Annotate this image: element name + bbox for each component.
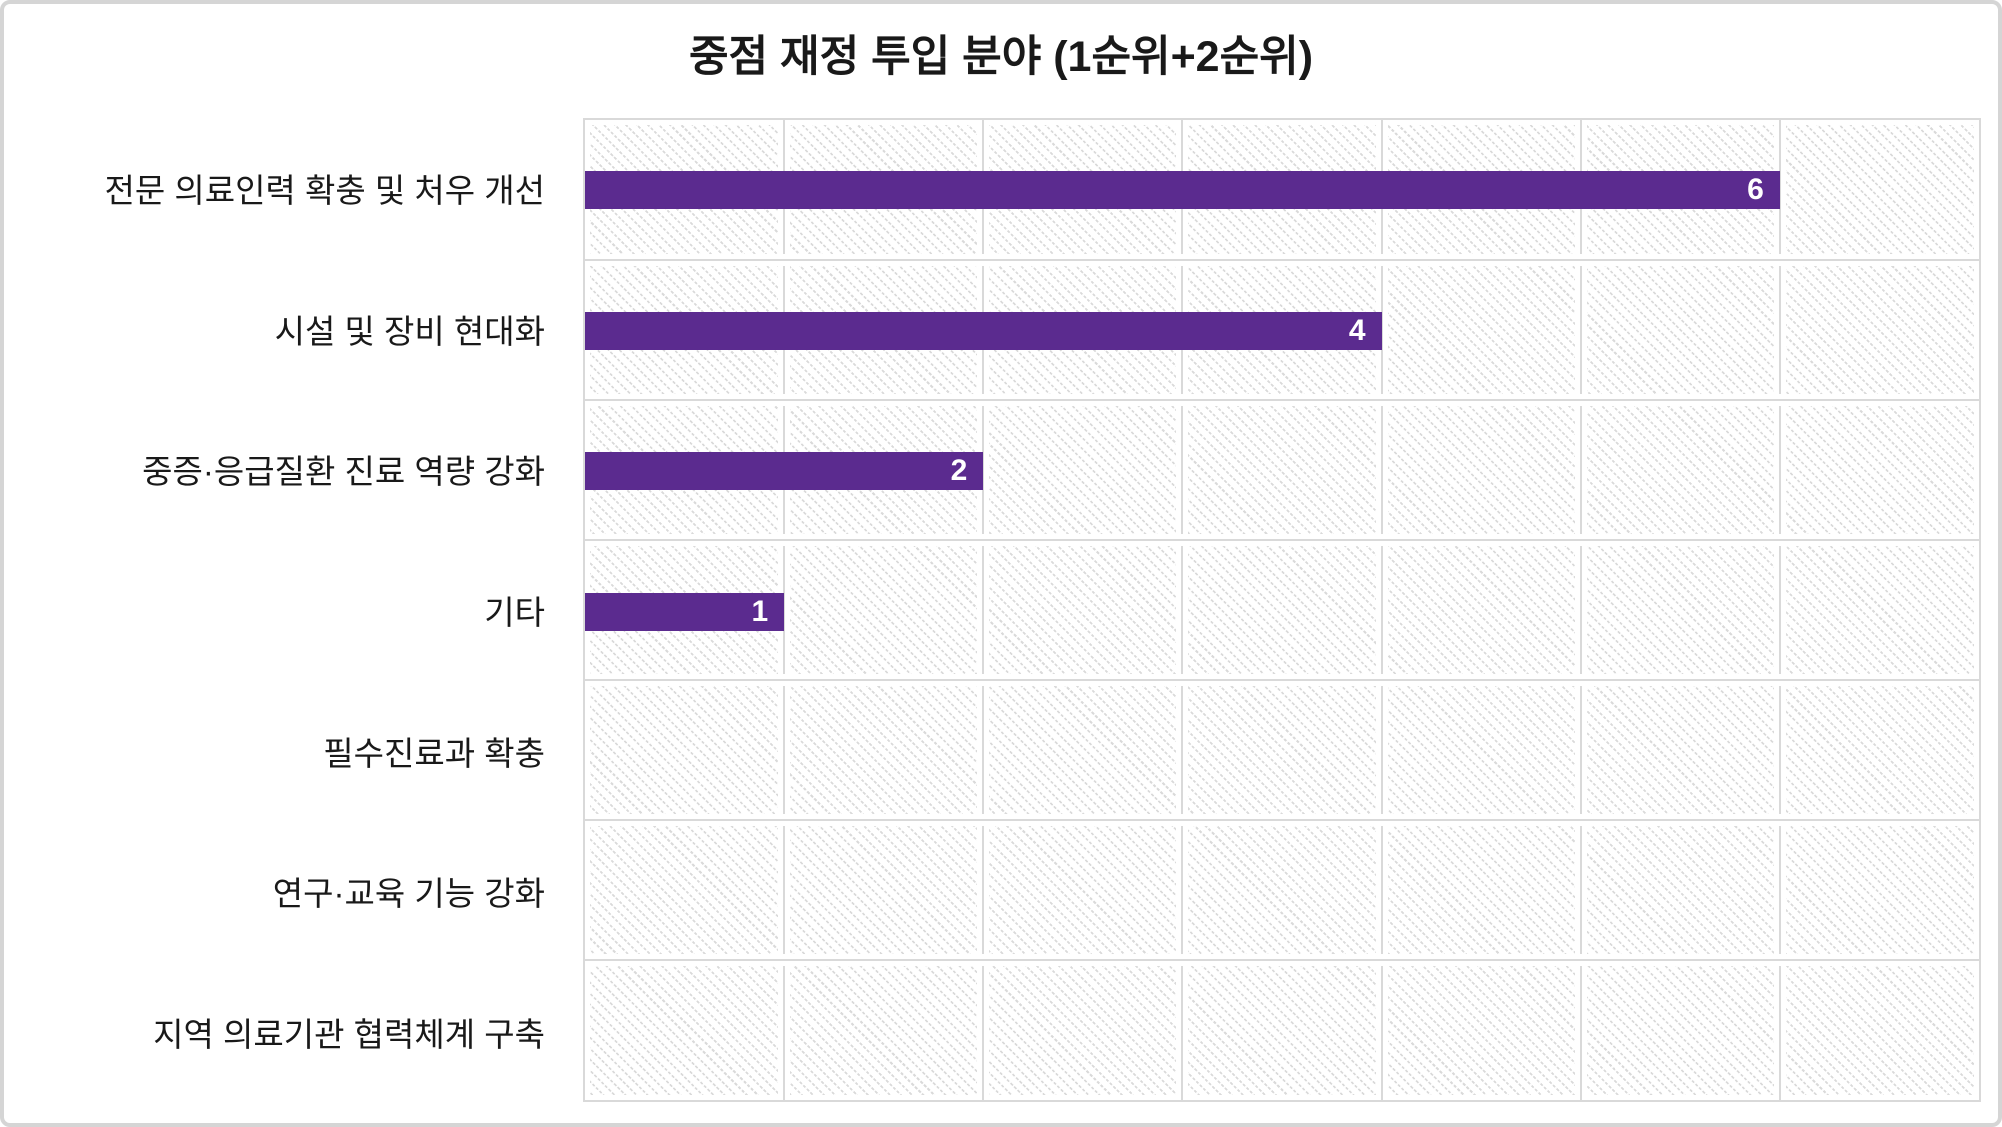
bar: 4	[585, 311, 1382, 350]
bar: 2	[585, 452, 984, 491]
grid-row: 2	[585, 401, 1979, 542]
category-label: 시설 및 장비 현대화	[274, 312, 545, 350]
category-label: 필수진료과 확충	[323, 734, 545, 772]
vertical-gridline	[778, 120, 791, 1100]
category-label: 연구·교육 기능 강화	[272, 875, 545, 913]
horizontal-gridline	[585, 534, 1979, 546]
chart-title: 중점 재정 투입 분야 (1순위+2순위)	[688, 33, 1314, 81]
bar: 1	[585, 592, 785, 631]
bar-value-label: 6	[1747, 173, 1764, 206]
grid-row: 4	[585, 261, 1979, 402]
horizontal-gridline	[585, 954, 1979, 966]
category-label: 중증·응급질환 진료 역량 강화	[142, 453, 545, 491]
grid-row: 1	[585, 542, 1979, 683]
vertical-gridline	[1375, 120, 1388, 1100]
bar-value-label: 1	[751, 594, 769, 628]
plot-area: 6 4 2 1	[583, 118, 1981, 1102]
category-label: 전문 의료인력 확충 및 처우 개선	[104, 172, 545, 210]
grid-row	[585, 682, 1979, 823]
vertical-gridline	[1176, 120, 1189, 1100]
vertical-gridline	[1773, 120, 1786, 1100]
bar-value-label: 2	[950, 454, 968, 488]
bar: 6	[585, 171, 1780, 209]
vertical-gridline	[977, 120, 990, 1100]
horizontal-gridline	[585, 394, 1979, 406]
grid-row: 6	[585, 120, 1979, 261]
grid-row	[585, 963, 1979, 1104]
category-label: 기타	[484, 593, 545, 631]
category-label: 지역 의료기관 협력체계 구축	[153, 1015, 545, 1053]
horizontal-gridline	[585, 814, 1979, 826]
horizontal-gridline	[585, 254, 1979, 266]
bar-value-label: 4	[1348, 313, 1366, 347]
horizontal-gridline	[585, 674, 1979, 686]
grid-row	[585, 823, 1979, 964]
vertical-gridline	[1574, 120, 1587, 1100]
